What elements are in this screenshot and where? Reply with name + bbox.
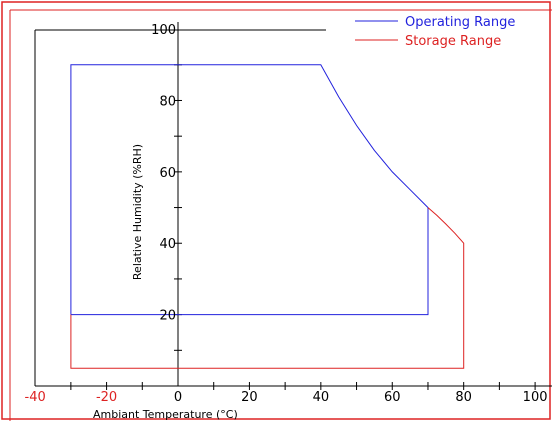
y-tick-label: 40 xyxy=(159,237,176,252)
y-tick-label: 60 xyxy=(159,166,176,181)
x-tick-label: 20 xyxy=(241,390,258,405)
x-tick-label: 80 xyxy=(455,390,472,405)
y-tick-label: 100 xyxy=(151,23,176,38)
x-tick-label: -40 xyxy=(25,390,46,405)
y-tick-label: 20 xyxy=(159,309,176,324)
x-axis-title: Ambiant Temperature (°C) xyxy=(93,408,238,421)
legend: Operating Range Storage Range xyxy=(355,15,515,49)
series-line-operating-range xyxy=(70,64,429,316)
series-layer xyxy=(70,64,465,369)
y-tick-label: 80 xyxy=(159,94,176,109)
x-tick-label: 40 xyxy=(313,390,330,405)
x-tick-label: 60 xyxy=(384,390,401,405)
tick-labels: 20 40 60 80 100 -40 -20 0 20 40 60 80 100 xyxy=(25,23,548,405)
x-tick-label: 100 xyxy=(523,390,548,405)
x-tick-label: 0 xyxy=(174,390,182,405)
legend-label-storage: Storage Range xyxy=(405,34,501,49)
y-axis-title: Relative Humidity (%RH) xyxy=(131,144,144,280)
series-line-storage-range xyxy=(70,207,465,369)
legend-label-operating: Operating Range xyxy=(405,15,515,30)
x-tick-label: -20 xyxy=(96,390,117,405)
axis-ticks xyxy=(70,64,536,390)
